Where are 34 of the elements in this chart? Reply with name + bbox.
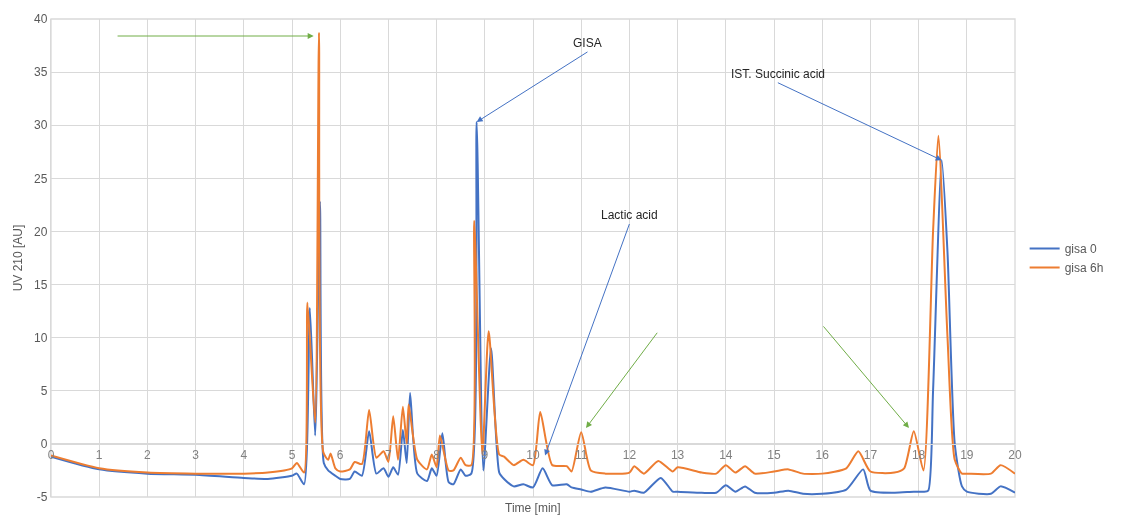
x-tick-label: 15 <box>767 448 781 463</box>
y-tick-label: 5 <box>40 383 48 398</box>
y-tick-label: 0 <box>40 437 48 452</box>
x-tick-label: 8 <box>433 448 441 463</box>
y-axis-title: UV 210 [AU] <box>11 224 26 292</box>
x-tick-label: 19 <box>960 448 974 463</box>
legend-label: gisa 0 <box>1064 242 1097 257</box>
x-tick-label: 9 <box>481 448 489 463</box>
annotation: GISA <box>573 36 602 50</box>
y-tick-label: 10 <box>34 330 48 345</box>
x-tick-label: 6 <box>336 448 344 463</box>
x-tick-label: 2 <box>144 448 152 463</box>
legend-label: gisa 6h <box>1064 261 1104 276</box>
annotation: IST. Succinic acid <box>731 67 826 81</box>
x-tick-label: 7 <box>385 448 393 463</box>
y-tick-label: 15 <box>34 277 48 292</box>
x-tick-label: 16 <box>815 448 830 463</box>
y-tick-label: 35 <box>34 65 48 80</box>
x-tick-label: 12 <box>622 448 637 463</box>
y-tick-label: 30 <box>34 118 48 133</box>
x-tick-label: 17 <box>863 448 878 463</box>
y-tick-label: 40 <box>34 12 48 27</box>
y-tick-label: -5 <box>36 490 48 505</box>
y-tick-label: 20 <box>34 224 48 239</box>
x-tick-label: 1 <box>95 448 103 463</box>
y-tick-label: 25 <box>34 171 48 186</box>
x-tick-label: 3 <box>192 448 200 463</box>
x-tick-label: 20 <box>1008 448 1022 463</box>
x-tick-label: 13 <box>670 448 685 463</box>
x-tick-label: 5 <box>288 448 296 463</box>
annotation: Lactic acid <box>601 208 658 222</box>
x-axis-title: Time [min] <box>505 501 561 515</box>
x-tick-label: 14 <box>719 448 733 463</box>
x-tick-label: 4 <box>240 448 248 463</box>
